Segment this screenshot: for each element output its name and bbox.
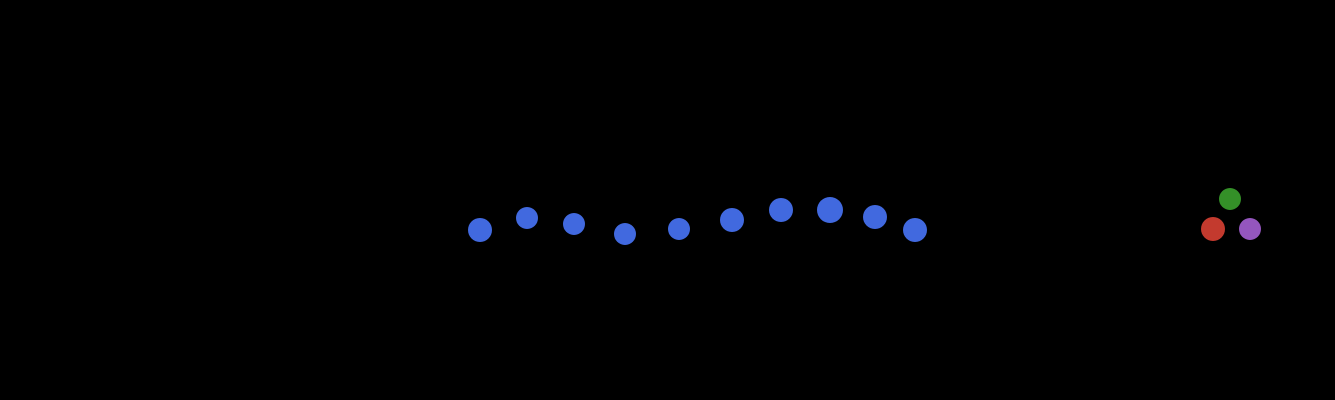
scatter-point-blue[interactable]	[614, 223, 636, 245]
scatter-point-blue[interactable]	[863, 205, 887, 229]
scatter-point-blue[interactable]	[769, 198, 793, 222]
cluster-dot-green[interactable]	[1219, 188, 1241, 210]
scatter-point-blue[interactable]	[563, 213, 585, 235]
scatter-point-blue[interactable]	[817, 197, 843, 223]
scatter-point-blue[interactable]	[468, 218, 492, 242]
scatter-point-blue[interactable]	[668, 218, 690, 240]
cluster-dot-red[interactable]	[1201, 217, 1225, 241]
scatter-point-blue[interactable]	[903, 218, 927, 242]
cluster-dot-purple[interactable]	[1239, 218, 1261, 240]
scatter-point-blue[interactable]	[720, 208, 744, 232]
scatter-point-blue[interactable]	[516, 207, 538, 229]
